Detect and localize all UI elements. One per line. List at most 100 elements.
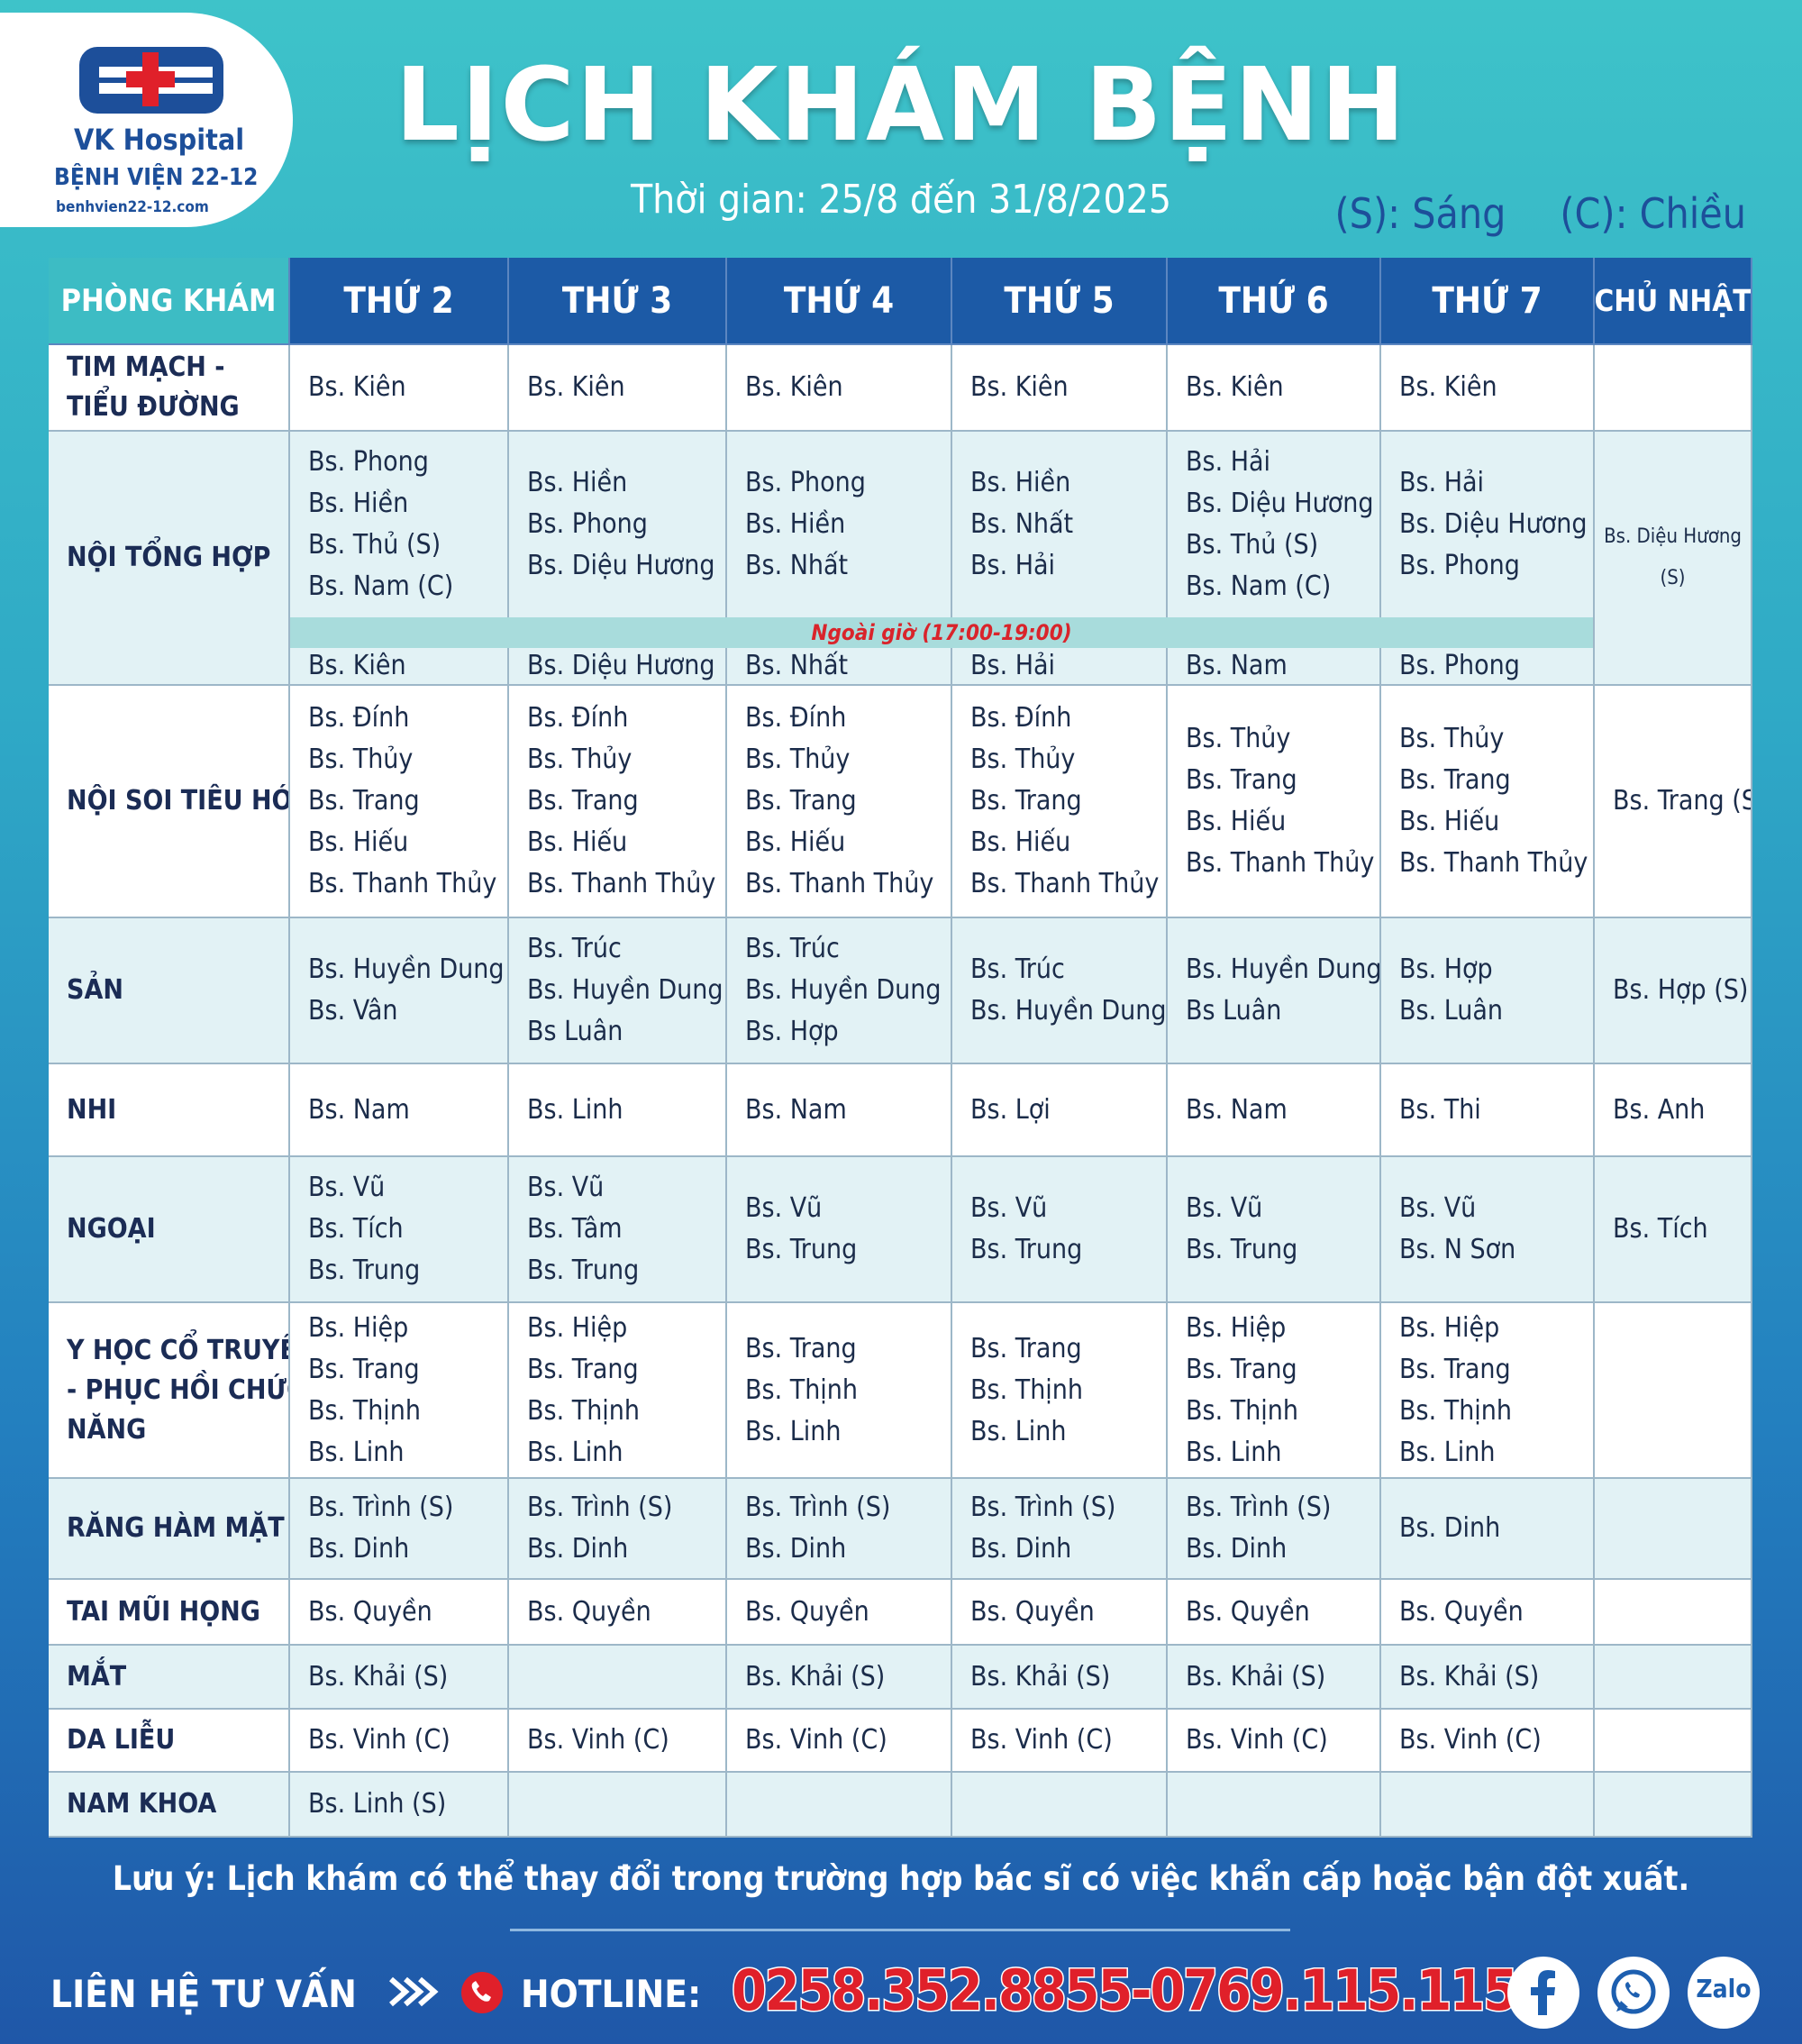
doctor-name: Bs. Kiên	[308, 650, 406, 681]
facebook-icon[interactable]	[1506, 1956, 1580, 2030]
doctor-name: Bs. Trúc	[745, 933, 840, 964]
doctor-name: Bs. Thủy	[1399, 723, 1505, 754]
schedule-cell	[1595, 1646, 1752, 1710]
schedule-cell: Bs. Trang Bs. Thịnh Bs. Linh	[727, 1303, 952, 1479]
doctor-name: Bs. Trung	[970, 1234, 1083, 1265]
doctor-name: Bs. Thủy	[970, 744, 1076, 775]
overtime-label: Ngoài giờ (17:00-19:00)	[811, 620, 1072, 645]
doctor-name: Bs Luân	[1186, 995, 1282, 1027]
schedule-cell: Bs. Hiệp Bs. Trang Bs. Thịnh Bs. Linh	[509, 1303, 727, 1479]
doctor-name: Bs. Hiền	[527, 467, 628, 498]
doctor-name: Bs. Thanh Thủy	[745, 868, 934, 899]
doctor-name: Bs. Thịnh	[970, 1373, 1084, 1406]
doctor-name: Bs. Trúc	[970, 954, 1065, 985]
zalo-icon[interactable]	[1687, 1956, 1761, 2030]
doctor-name: Bs. Hiếu	[527, 826, 628, 858]
schedule-cell: Bs. Thi	[1381, 1064, 1595, 1157]
schedule-cell: Bs. Linh	[509, 1064, 727, 1157]
schedule-cell: Bs. Quyền	[509, 1580, 727, 1646]
label-text: TIM MẠCH -	[67, 351, 225, 383]
schedule-cell: Bs. Hiệp Bs. Trang Bs. Thịnh Bs. Linh	[1381, 1303, 1595, 1479]
doctor-name: Bs. Thủy	[1186, 723, 1291, 754]
column-header: THỨ 3	[509, 258, 727, 345]
whatsapp-icon[interactable]	[1597, 1956, 1670, 2030]
doctor-name: Bs. Hiệp	[308, 1311, 409, 1344]
header-text: THỨ 7	[1432, 279, 1543, 322]
doctor-name: Bs. Hợp	[1399, 954, 1493, 985]
doctor-name: Bs. Vũ	[1186, 1192, 1263, 1224]
doctor-name: Bs. Dinh	[1399, 1512, 1501, 1544]
schedule-cell	[1595, 1303, 1752, 1479]
schedule-cell: Bs. Phong Bs. Hiền Bs. Nhất	[727, 432, 952, 617]
doctor-name: Bs. Diệu Hương	[1604, 525, 1742, 548]
schedule-cell: Bs. Diệu Hương (S)	[1595, 432, 1752, 686]
doctor-name: Bs. Thịnh	[527, 1394, 641, 1427]
schedule-cell: Bs. Hải Bs. Diệu Hương Bs. Phong	[1381, 432, 1595, 617]
schedule-cell: Bs. Kiên	[290, 345, 509, 432]
schedule-cell: Bs. Vũ Bs. Tích Bs. Trung	[290, 1157, 509, 1303]
doctor-name: Bs. Thanh Thủy	[527, 868, 716, 899]
schedule-cell: Bs. Đính Bs. Thủy Bs. Trang Bs. Hiếu Bs. Tha…	[952, 686, 1168, 918]
doctor-name: Bs. Trang	[308, 785, 420, 817]
overtime-cell: Bs. Hải	[952, 648, 1168, 686]
label-text: TIỂU ĐƯỜNG	[67, 391, 240, 423]
schedule-cell: Bs. Kiên	[509, 345, 727, 432]
doctor-name: Bs. Huyền Dung	[527, 974, 724, 1006]
schedule-cell: Bs. Huyền Dung Bs Luân	[1168, 918, 1381, 1064]
schedule-cell: Bs. Vinh (C)	[727, 1710, 952, 1773]
doctor-name: Bs. Quyền	[1186, 1595, 1310, 1628]
doctor-name: Bs. Trang	[970, 785, 1082, 817]
doctor-name: Bs. Phong	[745, 467, 866, 498]
doctor-name: Bs. Kiên	[970, 371, 1069, 403]
header-text: THỨ 5	[1004, 279, 1115, 322]
doctor-name: Bs. Quyền	[527, 1595, 651, 1628]
doctor-name: Bs. Trình (S)	[527, 1492, 673, 1523]
schedule-cell: Bs. Kiên	[1381, 345, 1595, 432]
schedule-cell: Bs. Vũ Bs. Trung	[727, 1157, 952, 1303]
doctor-name: Bs. Trang	[745, 1332, 857, 1364]
zalo-label[interactable]: Zalo	[1696, 1974, 1752, 2003]
overtime-cell: Bs. Kiên	[290, 648, 509, 686]
doctor-name: Bs. Thịnh	[745, 1373, 859, 1406]
schedule-cell: Bs. Trúc Bs. Huyền Dung Bs. Hợp	[727, 918, 952, 1064]
schedule-cell	[727, 1773, 952, 1838]
doctor-name: Bs. Diệu Hương	[527, 650, 715, 681]
doctor-name: Bs. Trung	[308, 1255, 421, 1286]
row-label: NGOẠI	[49, 1157, 290, 1303]
schedule-cell: Bs. Trình (S) Bs. Dinh	[1168, 1479, 1381, 1580]
doctor-name: Bs. Trang	[1399, 1353, 1511, 1385]
doctor-name: Bs. Vũ	[1399, 1192, 1477, 1224]
schedule-cell: Bs. Khải (S)	[1381, 1646, 1595, 1710]
title: LỊCH KHÁM BỆNH	[395, 47, 1407, 164]
header-text: THỨ 2	[343, 279, 454, 322]
doctor-name: Bs. Huyền Dung	[308, 954, 505, 985]
hotline[interactable]: 0258.352.8855-0769.115.115	[731, 1957, 1520, 2025]
doctor-name: Bs. Trang	[1186, 764, 1297, 796]
doctor-name: Bs. Khải (S)	[970, 1660, 1111, 1693]
doctor-name: Bs. Phong	[527, 508, 648, 540]
row-label: TAI MŨI HỌNG	[49, 1580, 290, 1646]
doctor-name: Bs. Anh	[1613, 1093, 1706, 1126]
doctor-name: Bs. Đính	[308, 702, 410, 734]
schedule-cell: Bs. Hải Bs. Diệu Hương Bs. Thủ (S) Bs. Nam …	[1168, 432, 1381, 617]
doctor-name: Bs. Thịnh	[308, 1394, 422, 1427]
schedule-cell: Bs. Trình (S) Bs. Dinh	[727, 1479, 952, 1580]
label-text: Y HỌC CỔ TRUYỀN	[67, 1334, 288, 1366]
schedule-cell: Bs. Hiền Bs. Phong Bs. Diệu Hương	[509, 432, 727, 617]
doctor-name: Bs. Tích	[1613, 1213, 1708, 1245]
schedule-cell: Bs. Quyền	[1168, 1580, 1381, 1646]
doctor-name: Bs. Trúc	[527, 933, 622, 964]
doctor-name: Bs. Khải (S)	[745, 1660, 886, 1693]
doctor-name: Bs. Vinh (C)	[308, 1724, 450, 1756]
hotline-label: HOTLINE:	[521, 1972, 702, 2016]
label-text: MẮT	[67, 1660, 127, 1693]
doctor-name: Bs. Đính	[527, 702, 629, 734]
doctor-name: Bs. Vinh (C)	[745, 1724, 887, 1756]
header-text: PHÒNG KHÁM	[60, 282, 277, 319]
schedule-cell	[1381, 1773, 1595, 1838]
schedule-cell: Bs. Thủy Bs. Trang Bs. Hiếu Bs. Thanh Thủy	[1168, 686, 1381, 918]
doctor-name: Bs. Hải	[1186, 446, 1271, 478]
doctor-name: Bs. Nam (C)	[1186, 570, 1332, 602]
label-text: NAM KHOA	[67, 1788, 217, 1820]
